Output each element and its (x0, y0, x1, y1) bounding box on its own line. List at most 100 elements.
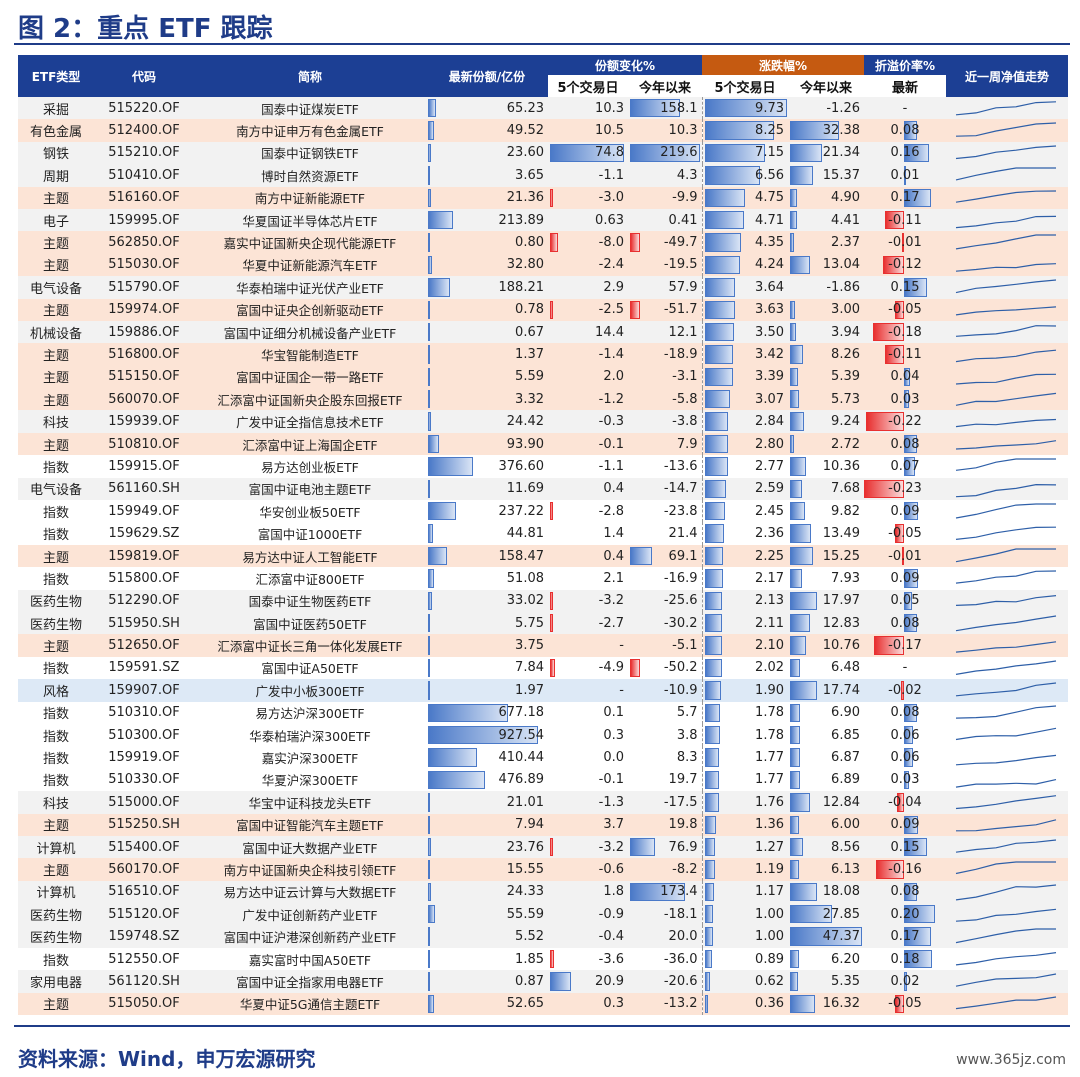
share-change-5d: -0.4 (548, 925, 628, 948)
share-change-ytd: 3.8 (628, 723, 703, 747)
price-change-5d: 3.39 (702, 365, 788, 389)
share-change-ytd-value: -51.7 (663, 302, 698, 318)
share-change-5d-value: -1.1 (598, 167, 624, 183)
share-change-ytd-value: 76.9 (668, 839, 698, 855)
premium-latest: 0.07 (864, 455, 946, 478)
premium-latest-value: 0.03 (890, 772, 920, 788)
table-row: 科技 159939.OF 广发中证全指信息技术ETF 24.42 -0.3 -3.8 2.8… (18, 410, 1068, 433)
price-change-5d-value: 4.35 (755, 235, 784, 251)
header-ytd: 今年以来 (628, 75, 702, 97)
header-latest: 最新 (864, 75, 946, 97)
price-change-5d-value: 2.02 (755, 660, 784, 676)
share-change-5d-value: - (619, 638, 624, 654)
price-change-5d: 2.11 (702, 611, 788, 635)
etf-name: 富国中证智能汽车主题ETF (194, 813, 426, 836)
table-row: 主题 515030.OF 华夏中证新能源汽车ETF 32.80 -2.4 -19.5 4.2… (18, 253, 1068, 277)
etf-type: 家用电器 (18, 970, 94, 993)
price-change-5d-value: 7.15 (755, 145, 784, 161)
share-change-5d: 20.9 (548, 970, 628, 993)
price-change-ytd: 17.97 (788, 589, 864, 612)
premium-latest: 0.15 (864, 276, 946, 299)
price-change-ytd-value: 6.13 (831, 861, 860, 877)
etf-type-value: 主题 (42, 304, 69, 320)
table-row: 风格 159907.OF 广发中小板300ETF 1.97 - -10.9 1.90 17.7… (18, 679, 1068, 702)
data-bar (904, 569, 919, 588)
price-change-ytd: 5.39 (788, 365, 864, 389)
etf-type: 指数 (18, 746, 94, 769)
share-change-ytd: 20.0 (628, 925, 703, 948)
price-change-ytd-value: 10.76 (822, 638, 860, 654)
etf-code-value: 510300.OF (108, 727, 180, 743)
price-change-ytd-value: 6.20 (831, 951, 860, 967)
price-change-ytd: 5.35 (788, 970, 864, 993)
price-change-ytd-value: 47.37 (822, 929, 860, 945)
etf-type: 计算机 (18, 880, 94, 904)
data-bar (904, 770, 909, 790)
etf-code: 515120.OF (94, 903, 194, 926)
price-change-ytd-value: 9.82 (831, 503, 860, 519)
price-change-ytd: 4.41 (788, 208, 864, 232)
share-latest: 1.85 (426, 947, 548, 971)
price-change-ytd: 3.00 (788, 298, 864, 321)
etf-type-value: 医药生物 (29, 617, 82, 633)
share-latest: 0.78 (426, 298, 548, 321)
etf-name-value: 华宝智能制造ETF (261, 347, 359, 363)
etf-type-value: 指数 (42, 572, 69, 588)
nav-trend-sparkline (946, 410, 1068, 433)
nav-trend-sparkline (946, 701, 1068, 724)
share-change-ytd: 219.6 (628, 141, 703, 165)
premium-latest-value: -0.22 (888, 414, 922, 430)
price-change-ytd-value: 8.56 (831, 839, 860, 855)
data-bar (790, 524, 811, 543)
etf-code: 512650.OF (94, 634, 194, 657)
price-change-ytd-value: 6.85 (831, 727, 860, 743)
price-change-ytd: 9.24 (788, 410, 864, 433)
premium-latest: 0.09 (864, 567, 946, 590)
data-bar (704, 546, 724, 566)
share-change-5d: 10.3 (548, 97, 628, 120)
share-change-5d: 2.1 (548, 567, 628, 590)
etf-type-value: 周期 (42, 169, 69, 185)
share-latest-value: 410.44 (498, 750, 545, 766)
data-bar (428, 725, 538, 745)
etf-type-value: 计算机 (36, 886, 76, 902)
price-change-ytd: 27.85 (788, 903, 864, 926)
data-bar (874, 636, 904, 655)
price-change-5d-value: 0.89 (755, 951, 784, 967)
etf-type-value: 指数 (42, 528, 69, 544)
share-change-5d-value: 0.4 (603, 481, 624, 497)
table-row: 主题 512650.OF 汇添富中证长三角一体化发展ETF 3.75 - -5.1 2.10… (18, 634, 1068, 657)
etf-code: 159915.OF (94, 455, 194, 478)
data-bar (428, 770, 485, 790)
data-bar (790, 837, 803, 857)
share-latest-value: 7.84 (515, 660, 544, 676)
data-bar (790, 300, 795, 319)
etf-name: 富国中证细分机械设备产业ETF (194, 320, 426, 344)
data-bar (550, 300, 553, 319)
price-change-ytd-value: 7.93 (831, 570, 860, 586)
etf-type: 主题 (18, 634, 94, 657)
watermark: www.365jz.com (956, 1052, 1066, 1068)
share-latest-value: 93.90 (506, 436, 544, 452)
etf-name-value: 广发中小板300ETF (255, 683, 365, 699)
share-change-ytd: -18.1 (628, 903, 703, 926)
share-change-5d: 3.7 (548, 813, 628, 836)
share-change-5d: 0.4 (548, 477, 628, 501)
share-change-ytd-value: -14.7 (663, 481, 698, 497)
price-change-5d-value: 3.50 (755, 324, 784, 340)
price-change-ytd: 6.89 (788, 768, 864, 792)
share-change-5d: 1.4 (548, 522, 628, 545)
data-bar (428, 479, 430, 499)
premium-latest: -0.05 (864, 298, 946, 321)
data-bar (704, 278, 736, 297)
premium-latest: -0.11 (864, 208, 946, 232)
price-change-5d: 0.36 (702, 992, 788, 1016)
nav-trend-sparkline (946, 567, 1068, 590)
data-bar (630, 143, 700, 163)
price-change-ytd-value: 5.39 (831, 369, 860, 385)
price-change-5d: 2.02 (702, 656, 788, 680)
etf-code-value: 516160.OF (108, 190, 180, 206)
nav-trend-sparkline (946, 208, 1068, 232)
table-row: 医药生物 512290.OF 国泰中证生物医药ETF 33.02 -3.2 -25.6 2.… (18, 589, 1068, 612)
etf-type-value: 指数 (42, 774, 69, 790)
